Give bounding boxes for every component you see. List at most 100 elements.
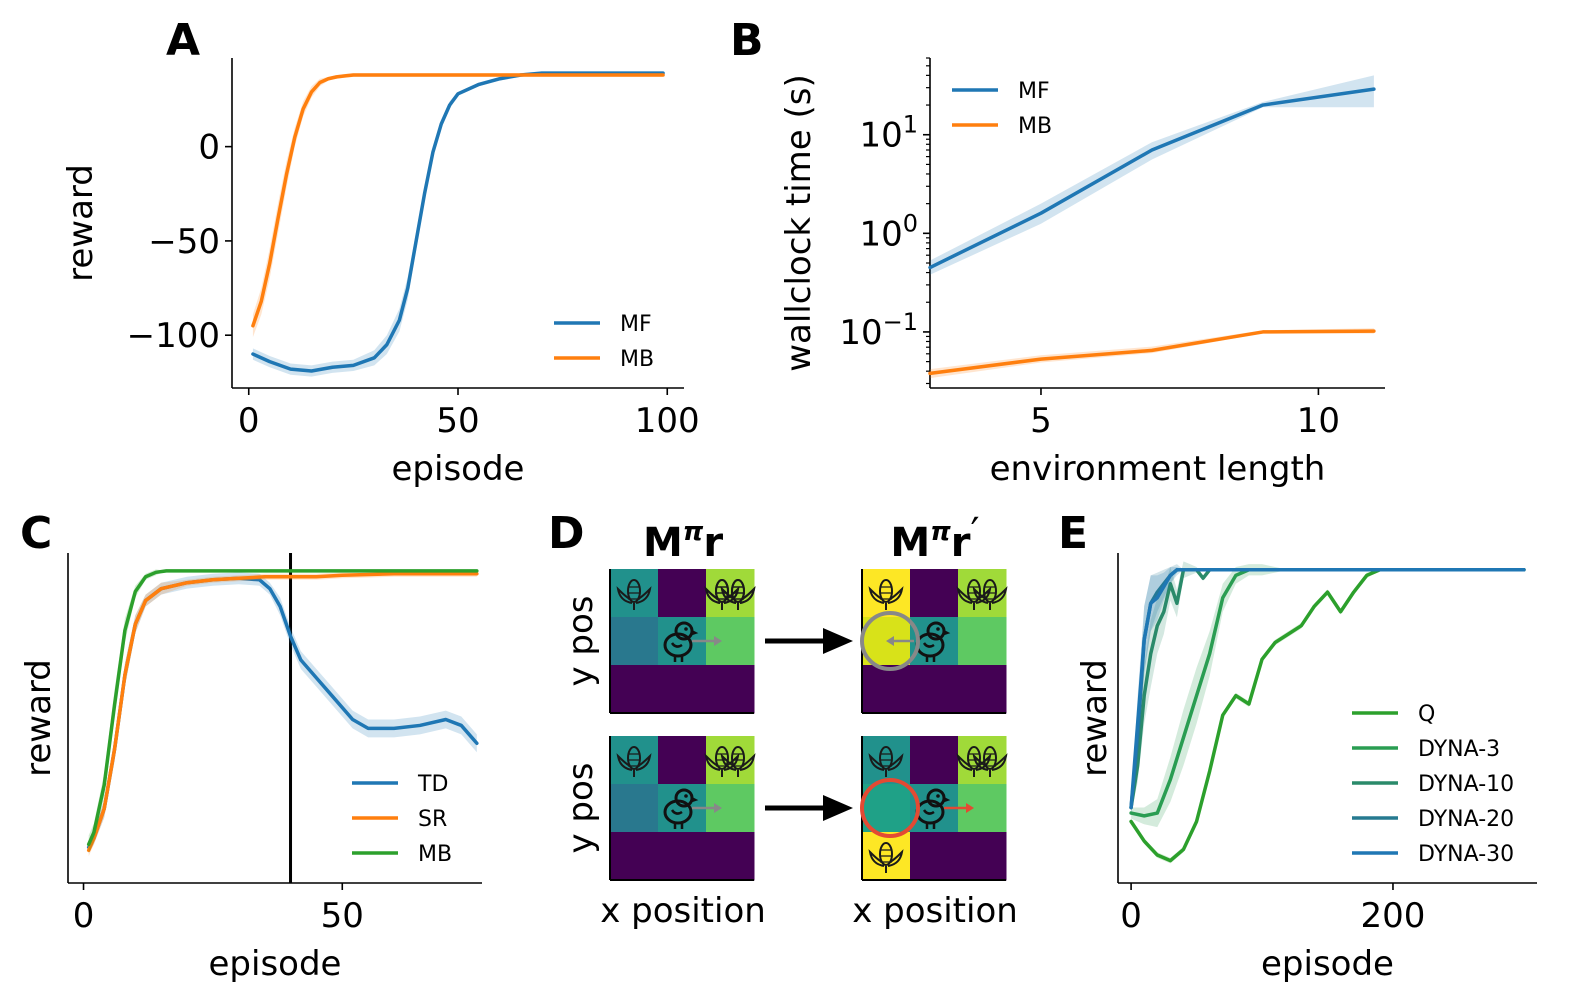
- corn-cob: [983, 579, 997, 603]
- corn-icon: [868, 579, 904, 610]
- chick-legs: [925, 656, 936, 662]
- x-tick-label: 0: [1120, 896, 1142, 936]
- chick-eye: [936, 627, 940, 631]
- series-line: [928, 87, 1376, 270]
- action-arrowhead: [886, 636, 894, 646]
- y-axis-label: reward: [61, 164, 101, 282]
- series-line: [1129, 568, 1526, 810]
- panel-letter: D: [548, 508, 585, 559]
- corn-icon: [720, 746, 756, 777]
- corn-leaves: [972, 753, 1008, 771]
- grid-cell: [862, 665, 911, 714]
- legend-label: MB: [620, 347, 654, 372]
- legend-label: MB: [418, 842, 452, 867]
- corn-cob: [879, 579, 893, 603]
- column-title: Mπr′: [890, 510, 979, 566]
- corn-leaves: [616, 586, 652, 604]
- highlight-circle: [860, 778, 920, 838]
- grid-cell: [910, 832, 959, 881]
- grid-cell: [958, 569, 1007, 618]
- panel-b: B 5 10 10−1 100 101 environment length wallcloc…: [730, 15, 1385, 489]
- chick-wing: [922, 642, 935, 648]
- grid-cell: [958, 617, 1007, 666]
- grid-cell: [910, 569, 959, 618]
- y-axis-label: y pos: [561, 595, 601, 686]
- action-arrowhead: [714, 803, 722, 813]
- corn-cob: [879, 746, 893, 770]
- x-axis-label: x position: [600, 891, 766, 931]
- action-arrowhead: [714, 636, 722, 646]
- corn-icon: [868, 842, 904, 873]
- panel-letter: A: [166, 15, 200, 66]
- chick-beak: [690, 796, 699, 803]
- column-title: Mπr: [643, 517, 723, 566]
- grid-cell: [706, 665, 755, 714]
- chick-eye: [936, 794, 940, 798]
- corn-icon: [616, 579, 652, 610]
- legend-label: MF: [620, 312, 652, 337]
- grid-cell: [706, 569, 755, 618]
- panel-d: D Mπr Mπr′ y pos y pos x position x position: [548, 508, 1018, 931]
- x-tick-label: 10: [1297, 401, 1340, 441]
- corn-leaves: [868, 586, 904, 604]
- chick-icon: [663, 621, 699, 662]
- grid-cell: [706, 736, 755, 785]
- grid-cell: [610, 617, 659, 666]
- y-tick-label: 101: [859, 111, 918, 156]
- y-axis-label: wallclock time (s): [779, 74, 819, 372]
- panel-letter: C: [20, 508, 52, 559]
- grid-cell: [610, 832, 659, 881]
- grid-cell: [958, 665, 1007, 714]
- panel-e: E 0 200 episode reward Q DYNA-3 DYNA-10 DYNA-20 D…: [1058, 508, 1537, 984]
- grid-cell: [658, 569, 707, 618]
- corn-cob: [967, 746, 981, 770]
- series-line: [86, 572, 479, 853]
- corn-icon: [868, 746, 904, 777]
- x-tick-label: 0: [73, 896, 95, 936]
- x-tick-label: 200: [1361, 896, 1426, 936]
- x-axis-label: environment length: [990, 449, 1326, 489]
- corn-cob: [731, 579, 745, 603]
- legend-label: MF: [1018, 79, 1050, 104]
- highlight-circle: [860, 611, 920, 671]
- x-tick-label: 100: [635, 401, 700, 441]
- chick-legs: [673, 656, 684, 662]
- x-tick-label: 0: [238, 401, 260, 441]
- grid-cell: [910, 665, 959, 714]
- x-axis-label: episode: [1261, 944, 1394, 984]
- grid-cell: [658, 736, 707, 785]
- legend-label: Q: [1418, 702, 1435, 727]
- corn-leaves: [720, 586, 756, 604]
- corn-leaves: [720, 753, 756, 771]
- chick-icon: [663, 788, 699, 829]
- corn-icon: [720, 579, 756, 610]
- corn-leaves: [616, 753, 652, 771]
- series-band: [1131, 564, 1524, 828]
- corn-cob: [715, 746, 729, 770]
- grid-world: [609, 736, 756, 881]
- corn-icon: [972, 579, 1008, 610]
- y-tick-label: 10−1: [839, 308, 918, 353]
- legend-label: MB: [1018, 114, 1052, 139]
- y-tick-label: −100: [127, 316, 220, 356]
- series-band: [930, 328, 1374, 379]
- chick-wing: [670, 809, 683, 815]
- y-tick-label: 100: [859, 209, 918, 254]
- series-line: [251, 71, 665, 373]
- grid-cell: [862, 784, 911, 833]
- legend-label: DYNA-30: [1418, 842, 1514, 867]
- x-axis-label: x position: [852, 891, 1018, 931]
- action-arrowhead: [966, 803, 974, 813]
- grid-cell: [706, 832, 755, 881]
- y-tick-label: 0: [198, 128, 220, 168]
- legend-label: TD: [417, 772, 448, 797]
- x-tick-label: 50: [436, 401, 479, 441]
- legend-label: DYNA-10: [1418, 772, 1514, 797]
- grid-world: [860, 736, 1008, 881]
- transition-arrowhead: [823, 795, 853, 821]
- y-axis-label: reward: [19, 659, 59, 777]
- legend-label: SR: [418, 807, 447, 832]
- grid-cell: [910, 736, 959, 785]
- grid-cell: [610, 784, 659, 833]
